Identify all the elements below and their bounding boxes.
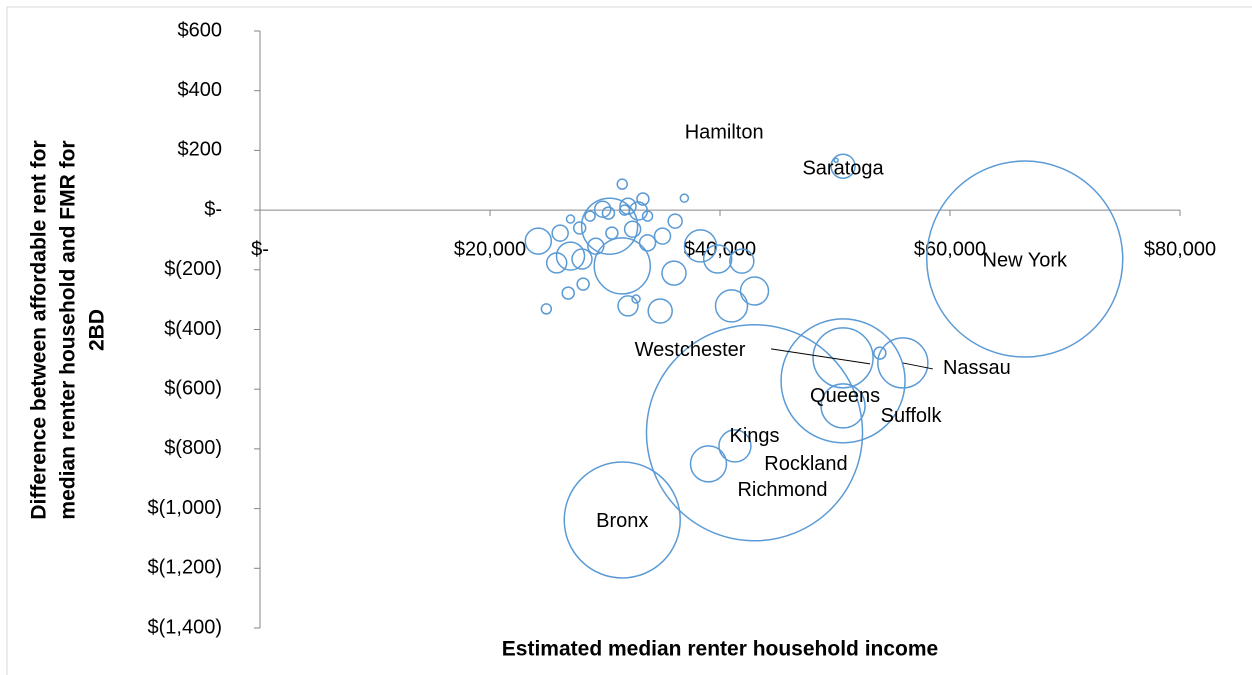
- leader-line: [770, 348, 871, 365]
- bubble: [812, 327, 874, 389]
- bubble: [661, 260, 687, 286]
- bubble: [647, 298, 673, 324]
- bubble: [524, 227, 553, 255]
- bubble: [551, 224, 569, 242]
- bubble: [572, 221, 587, 235]
- y-tick-label: $(400): [164, 318, 222, 340]
- leader-line: [902, 362, 933, 370]
- bubble: [636, 192, 650, 206]
- y-axis-title: Difference between affordable rent for m…: [28, 140, 109, 519]
- bubble: [641, 210, 654, 222]
- bubble: [830, 153, 856, 179]
- y-tick-label: $(600): [164, 377, 222, 399]
- point-label: Queens: [810, 385, 880, 407]
- point-label: Rockland: [764, 453, 847, 475]
- x-axis-title: Estimated median renter household income: [502, 638, 938, 661]
- y-tick-label: $(1,400): [148, 616, 223, 638]
- y-tick-label: $(200): [164, 258, 222, 280]
- bubble: [571, 248, 593, 270]
- x-tick-label: $60,000: [914, 238, 986, 260]
- bubble: [616, 178, 628, 190]
- bubble: [601, 206, 616, 220]
- bubble: [576, 277, 590, 291]
- bubble: [563, 461, 681, 579]
- y-tick-label: $(1,000): [148, 497, 223, 519]
- bubble: [689, 445, 728, 483]
- bubble: [555, 241, 586, 271]
- bubble: [667, 213, 683, 229]
- x-tick-label: $-: [251, 238, 269, 260]
- bubble: [617, 295, 639, 317]
- y-tick-label: $(800): [164, 437, 222, 459]
- bubble: [584, 210, 596, 222]
- bubble: [729, 248, 755, 274]
- point-label: Westchester: [635, 339, 746, 361]
- bubble: [683, 229, 718, 263]
- bubble: [833, 157, 839, 164]
- point-label: Nassau: [943, 357, 1011, 379]
- bubble: [873, 346, 887, 360]
- bubble: [618, 204, 631, 216]
- x-tick-label: $80,000: [1144, 238, 1216, 260]
- point-label: Richmond: [737, 479, 827, 501]
- bubble: [593, 237, 651, 295]
- bubble: [820, 383, 866, 429]
- x-tick-label: $20,000: [454, 238, 526, 260]
- x-tick-label: $40,000: [684, 238, 756, 260]
- point-label: Kings: [729, 425, 779, 447]
- bubble: [702, 244, 733, 274]
- bubble: [718, 429, 752, 463]
- bubble: [623, 220, 642, 238]
- bubble: [593, 200, 612, 218]
- bubble: [638, 234, 657, 252]
- chart-border: [6, 6, 1252, 675]
- y-axis-title-line: 2BD: [86, 309, 109, 351]
- y-tick-label: $400: [178, 79, 223, 101]
- bubble: [631, 294, 641, 304]
- bubble: [580, 197, 639, 255]
- bubble: [587, 237, 605, 255]
- bubble: [540, 303, 553, 315]
- y-tick-label: $(1,200): [148, 557, 223, 579]
- bubble: [645, 324, 864, 542]
- bubble: [714, 289, 749, 323]
- y-tick-label: $600: [178, 19, 223, 41]
- bubble: [679, 193, 690, 203]
- point-label: Suffolk: [881, 405, 943, 427]
- bubble: [877, 337, 929, 389]
- bubble: [565, 214, 576, 224]
- y-tick-label: $200: [178, 139, 223, 161]
- bubble: [739, 276, 770, 306]
- bubble: [653, 227, 672, 245]
- point-label: Bronx: [596, 510, 648, 532]
- bubble: [926, 160, 1124, 358]
- point-label: Saratoga: [802, 158, 884, 180]
- point-label: Hamilton: [685, 122, 764, 144]
- bubble: [780, 318, 906, 444]
- y-tick-label: $-: [204, 198, 222, 220]
- point-label: New York: [983, 249, 1068, 271]
- bubbles: [524, 153, 1124, 579]
- y-axis-title-line: median renter household and FMR for: [57, 140, 80, 519]
- bubble: [561, 286, 575, 300]
- bubble: [605, 226, 619, 240]
- y-axis-title-line: Difference between affordable rent for: [28, 140, 51, 519]
